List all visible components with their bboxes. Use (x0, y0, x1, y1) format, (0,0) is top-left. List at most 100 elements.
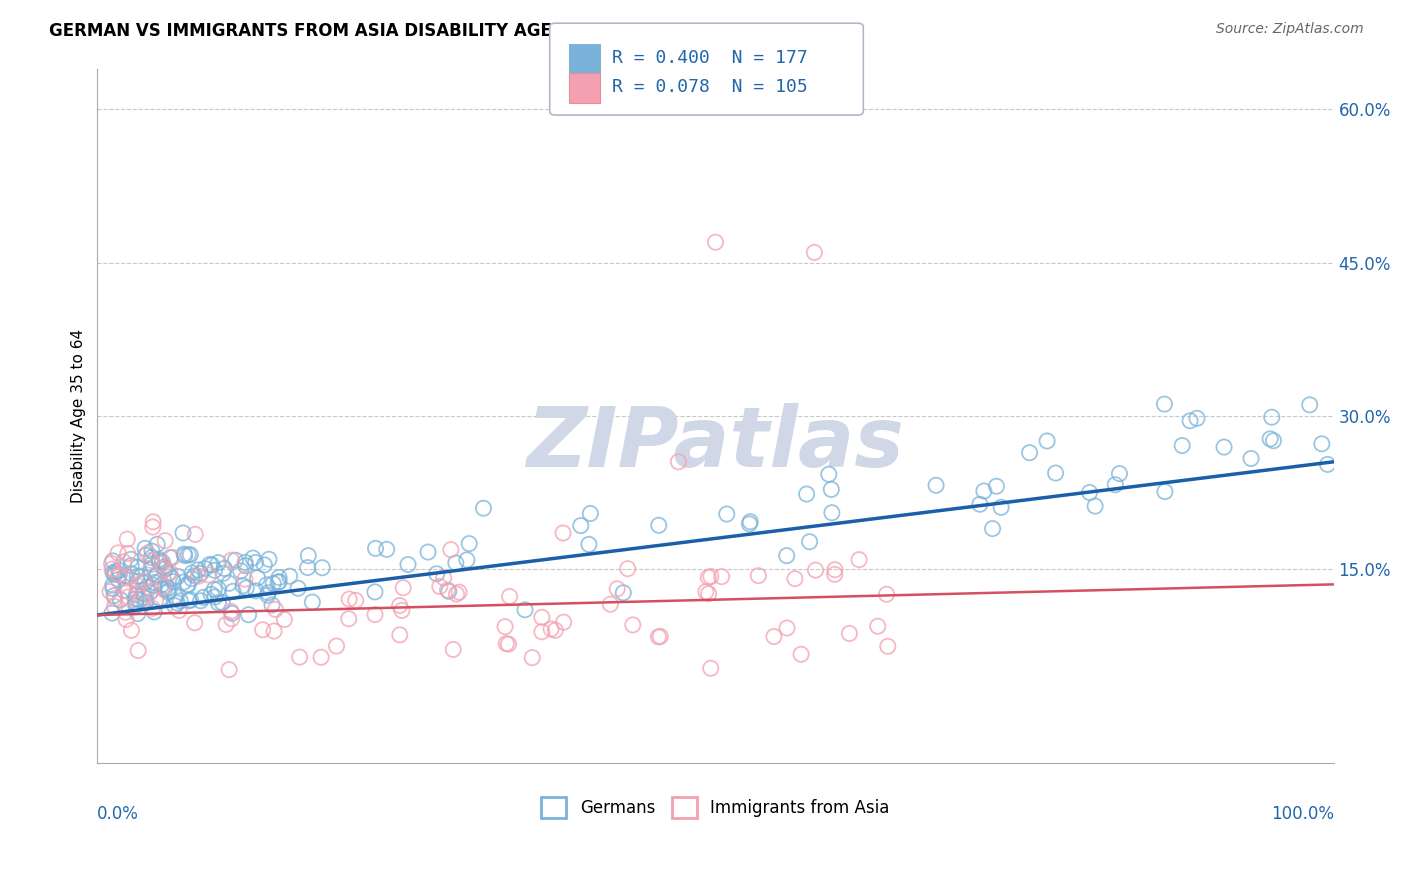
Point (114, 605, 136, 619)
Point (141, 557, 163, 571)
Point (278, 569, 301, 583)
Point (264, 602, 287, 616)
Point (544, 624, 567, 638)
Point (648, 518, 671, 533)
Point (1104, 477, 1126, 491)
Point (710, 569, 733, 583)
Point (117, 532, 139, 546)
Point (155, 562, 177, 576)
Point (156, 582, 179, 596)
Point (311, 560, 333, 574)
Point (218, 663, 240, 677)
Point (1018, 446, 1040, 460)
Point (522, 650, 544, 665)
Point (704, 235, 727, 249)
Point (156, 585, 179, 599)
Point (848, 552, 870, 566)
Point (187, 563, 209, 577)
Point (150, 555, 173, 569)
Point (647, 630, 669, 644)
Point (1178, 414, 1201, 428)
Point (447, 585, 470, 599)
Point (190, 566, 212, 581)
Point (153, 560, 176, 574)
Text: R = 0.078  N = 105: R = 0.078 N = 105 (612, 78, 807, 96)
Point (134, 591, 156, 605)
Point (513, 603, 536, 617)
Point (167, 603, 190, 617)
Point (267, 570, 290, 584)
Point (152, 580, 174, 594)
Point (233, 572, 256, 586)
Point (107, 573, 129, 587)
Point (1263, 434, 1285, 448)
Point (817, 467, 839, 482)
Point (157, 583, 180, 598)
Point (599, 597, 621, 611)
Point (115, 613, 138, 627)
Point (180, 593, 202, 607)
Text: ZIPatlas: ZIPatlas (527, 403, 904, 484)
Point (177, 594, 200, 608)
Point (235, 558, 257, 573)
Point (215, 617, 238, 632)
Point (162, 574, 184, 589)
Point (297, 560, 319, 574)
Point (799, 534, 821, 549)
Point (256, 588, 278, 602)
Point (112, 583, 135, 598)
Point (221, 553, 243, 567)
Point (364, 607, 387, 622)
Point (101, 578, 124, 592)
Point (1185, 411, 1208, 425)
Point (183, 569, 205, 583)
Point (233, 555, 256, 569)
Point (269, 574, 291, 589)
Point (204, 590, 226, 604)
Point (190, 594, 212, 608)
Point (472, 501, 495, 516)
Point (257, 585, 280, 599)
Point (148, 552, 170, 566)
Point (375, 542, 398, 557)
Point (530, 624, 553, 639)
Point (1299, 398, 1322, 412)
Point (1108, 467, 1130, 481)
Point (127, 560, 149, 574)
Point (125, 578, 148, 592)
Text: GERMAN VS IMMIGRANTS FROM ASIA DISABILITY AGE 35 TO 64 CORRELATION CHART: GERMAN VS IMMIGRANTS FROM ASIA DISABILIT… (49, 22, 846, 40)
Point (337, 612, 360, 626)
Point (364, 541, 387, 556)
Point (139, 585, 162, 599)
Point (747, 568, 769, 582)
Point (207, 582, 229, 596)
Point (1078, 485, 1101, 500)
Point (232, 579, 254, 593)
Point (1154, 484, 1177, 499)
Point (256, 578, 278, 592)
Point (112, 555, 135, 569)
Point (194, 561, 217, 575)
Point (700, 661, 723, 675)
Point (159, 550, 181, 565)
Point (981, 522, 1004, 536)
Point (820, 483, 842, 497)
Point (876, 587, 898, 601)
Point (436, 582, 458, 597)
Point (114, 569, 136, 583)
Point (495, 637, 517, 651)
Point (150, 557, 173, 571)
Point (120, 624, 142, 638)
Point (697, 570, 720, 584)
Point (120, 558, 142, 573)
Point (796, 487, 818, 501)
Point (456, 553, 478, 567)
Point (198, 558, 221, 572)
Point (172, 525, 194, 540)
Point (117, 584, 139, 599)
Point (127, 586, 149, 600)
Point (107, 546, 129, 560)
Point (990, 500, 1012, 515)
Point (120, 552, 142, 566)
Point (136, 580, 159, 594)
